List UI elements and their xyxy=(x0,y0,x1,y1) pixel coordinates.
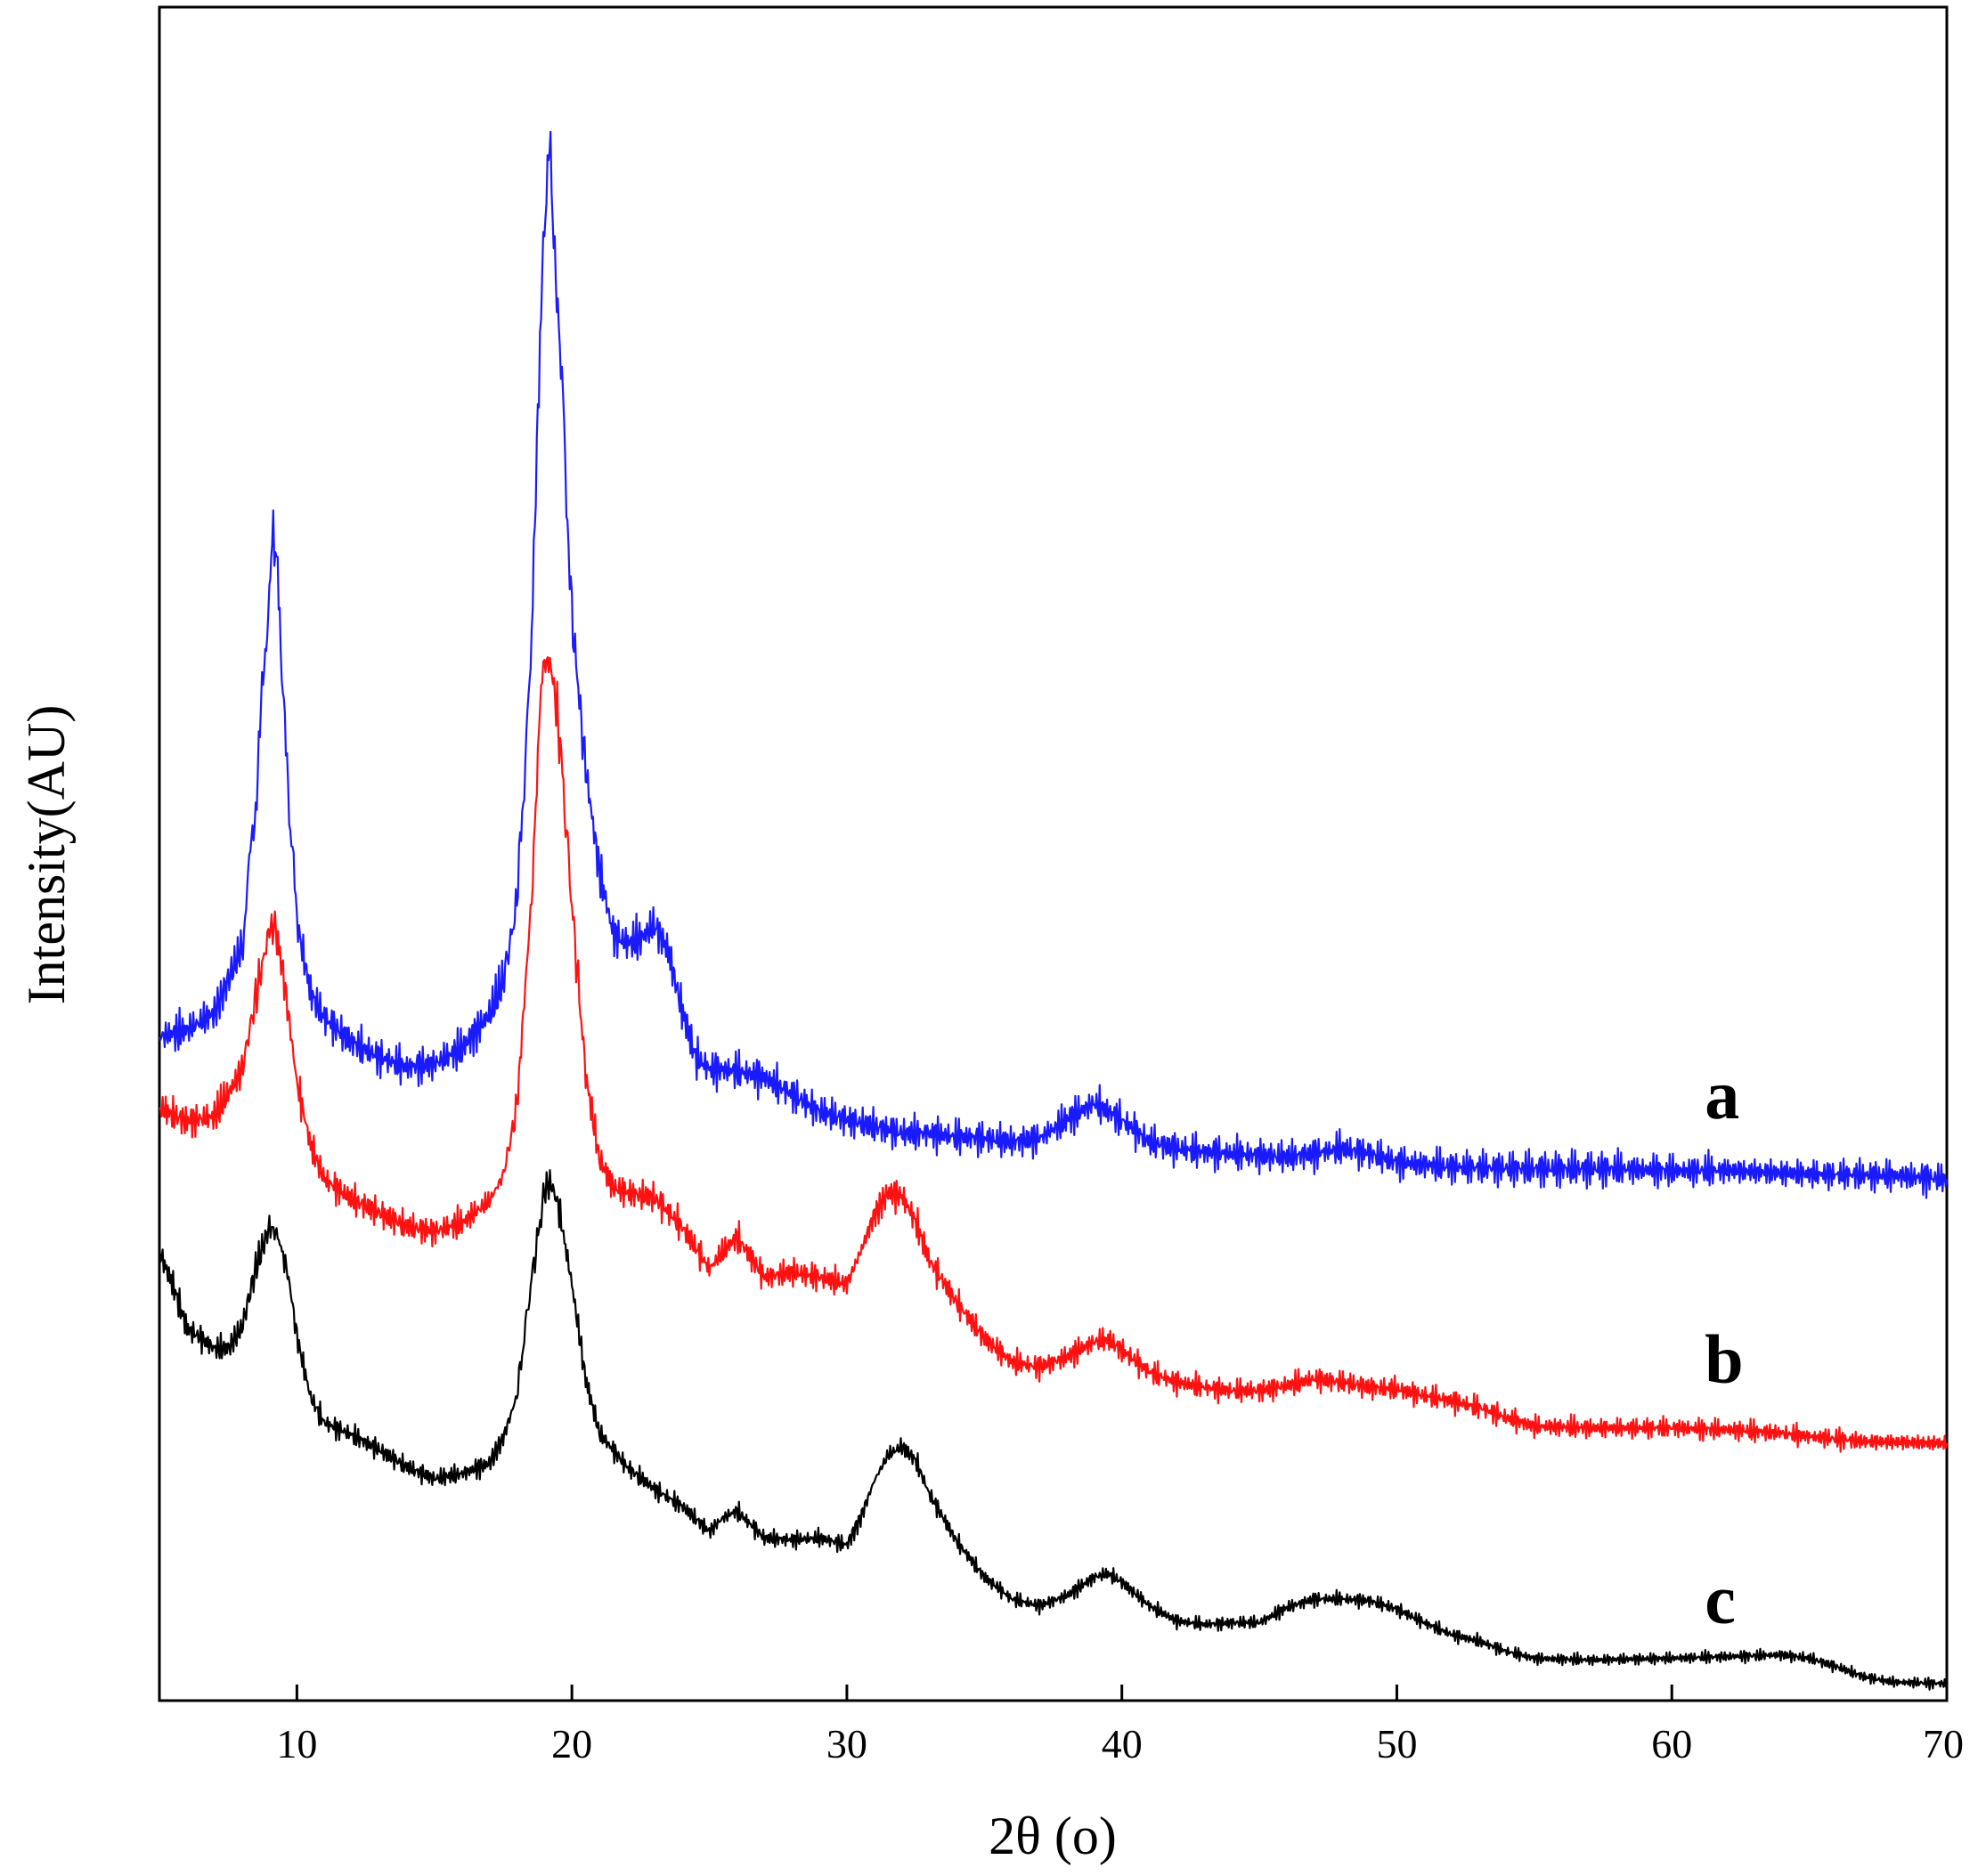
series-b-label: b xyxy=(1705,1320,1743,1398)
series-a-label: a xyxy=(1705,1056,1739,1133)
x-tick-label-20: 20 xyxy=(551,1721,592,1766)
series-c-label: c xyxy=(1705,1561,1736,1638)
x-tick-label-40: 40 xyxy=(1102,1721,1143,1766)
series-b-line xyxy=(159,656,1949,1453)
series-a-line xyxy=(158,130,1949,1199)
y-axis-title: Intensity(AU) xyxy=(17,705,76,1005)
x-axis-title: 2θ (o) xyxy=(989,1807,1117,1865)
x-tick-label-50: 50 xyxy=(1376,1721,1417,1766)
x-axis-ticks: 10 20 30 40 50 60 70 xyxy=(276,1685,1964,1766)
series-group xyxy=(158,130,1949,1691)
x-tick-label-60: 60 xyxy=(1651,1721,1692,1766)
series-c-line xyxy=(158,1169,1949,1691)
x-tick-label-10: 10 xyxy=(276,1721,317,1766)
x-tick-label-70: 70 xyxy=(1923,1721,1964,1766)
x-tick-label-30: 30 xyxy=(826,1721,867,1766)
plot-frame xyxy=(158,5,1949,1702)
curve-labels: a b c xyxy=(1705,1056,1743,1638)
